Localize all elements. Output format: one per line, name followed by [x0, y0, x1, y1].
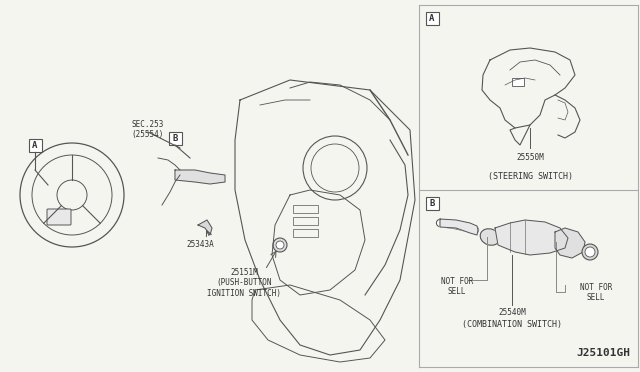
- Text: (STEERING SWITCH): (STEERING SWITCH): [488, 172, 573, 181]
- Bar: [293, 229, 318, 237]
- Circle shape: [276, 241, 284, 249]
- Bar: [293, 205, 318, 213]
- Polygon shape: [175, 170, 225, 184]
- Text: NOT FOR
SELL: NOT FOR SELL: [580, 283, 612, 302]
- Text: 25540M: 25540M: [498, 308, 526, 317]
- Text: (COMBINATION SWITCH): (COMBINATION SWITCH): [462, 320, 562, 329]
- Text: B: B: [172, 134, 178, 142]
- Bar: [426, 196, 438, 209]
- Bar: [29, 138, 42, 151]
- Polygon shape: [440, 219, 478, 235]
- Bar: [512, 78, 524, 86]
- Text: A: A: [429, 13, 435, 22]
- Text: A: A: [32, 141, 38, 150]
- Circle shape: [273, 238, 287, 252]
- Bar: [426, 12, 438, 25]
- Circle shape: [582, 244, 598, 260]
- Ellipse shape: [480, 229, 500, 245]
- Text: B: B: [429, 199, 435, 208]
- Bar: [168, 131, 182, 144]
- Circle shape: [585, 247, 595, 257]
- Bar: [293, 217, 318, 225]
- Text: 25343A: 25343A: [186, 240, 214, 249]
- Polygon shape: [495, 220, 568, 255]
- FancyBboxPatch shape: [47, 209, 71, 225]
- Polygon shape: [198, 220, 212, 235]
- Text: 25151M
(PUSH-BUTTON
IGNITION SWITCH): 25151M (PUSH-BUTTON IGNITION SWITCH): [207, 268, 281, 298]
- Text: SEC.253
(25554): SEC.253 (25554): [132, 120, 164, 140]
- Text: NOT FOR
SELL: NOT FOR SELL: [441, 277, 473, 296]
- Polygon shape: [555, 228, 585, 258]
- Text: 25550M: 25550M: [516, 153, 544, 162]
- Text: J25101GH: J25101GH: [576, 348, 630, 358]
